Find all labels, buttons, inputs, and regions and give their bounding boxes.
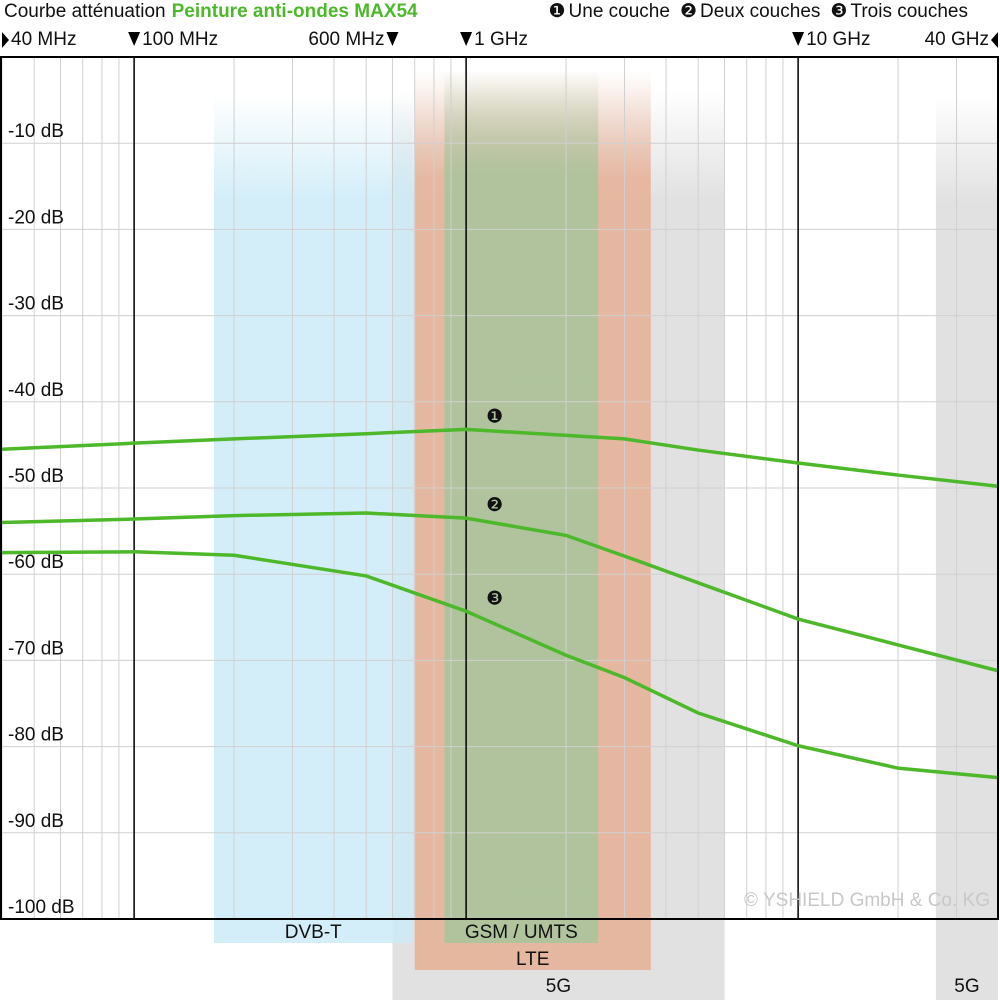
x-tick-label: 40 MHz xyxy=(11,29,76,50)
y-tick-label: -50 dB xyxy=(8,466,64,487)
x-tick-label: 40 GHz xyxy=(925,29,989,50)
band-label: LTE xyxy=(516,949,549,970)
line-annotation: ❸ xyxy=(486,588,503,609)
band-label: 5G xyxy=(954,976,979,997)
x-tick-label: 100 MHz xyxy=(142,29,218,50)
band-label: DVB-T xyxy=(285,922,342,943)
chart-title: Courbe atténuation Peinture anti-ondes MA… xyxy=(4,1,418,22)
y-tick-label: -80 dB xyxy=(8,725,64,746)
line-annotation: ❶ xyxy=(486,406,503,427)
title: Courbe atténuation xyxy=(4,1,166,22)
x-tick-label: 600 MHz xyxy=(308,29,384,50)
band xyxy=(213,95,413,943)
line xyxy=(1,550,999,780)
band xyxy=(444,70,599,943)
band xyxy=(935,95,998,1000)
x-tick-label: 1 GHz xyxy=(474,29,528,50)
watermark: © YSHIELD GmbH & Co. KG xyxy=(744,890,990,911)
tick-marker xyxy=(991,32,998,48)
y-tick-label: -60 dB xyxy=(8,552,64,573)
y-tick-label: -10 dB xyxy=(8,121,64,142)
legend-marker: ❶ xyxy=(548,1,565,22)
y-tick-label: -40 dB xyxy=(8,380,64,401)
legend-marker: ❸ xyxy=(830,1,847,22)
tick-marker xyxy=(128,32,141,46)
tick-marker xyxy=(2,32,9,48)
band-label: GSM / UMTS xyxy=(465,922,578,943)
y-tick-label: -30 dB xyxy=(8,294,64,315)
tick-marker xyxy=(792,32,805,46)
legend-label: Deux couches xyxy=(700,1,820,22)
legend-text: ❶ Une couche ❷ Deux couches ❸ Trois couches xyxy=(548,1,968,22)
line xyxy=(1,427,999,489)
legend-marker: ❷ xyxy=(680,1,697,22)
line-annotation: ❷ xyxy=(486,495,503,516)
tick-marker xyxy=(386,32,399,46)
line xyxy=(1,511,999,673)
product: Peinture anti-ondes MAX54 xyxy=(172,1,418,22)
plot-frame xyxy=(0,56,999,920)
band-label: 5G xyxy=(546,976,571,997)
y-tick-label: -90 dB xyxy=(8,811,64,832)
y-tick-label: -20 dB xyxy=(8,207,64,228)
x-tick-label: 10 GHz xyxy=(806,29,870,50)
legend: ❶ Une couche ❷ Deux couches ❸ Trois couches xyxy=(548,1,968,22)
y-tick-label: -70 dB xyxy=(8,638,64,659)
y-tick-label: -100 dB xyxy=(8,897,75,918)
legend-label: Trois couches xyxy=(850,1,968,22)
tick-marker xyxy=(460,32,473,46)
legend-label: Une couche xyxy=(569,1,670,22)
